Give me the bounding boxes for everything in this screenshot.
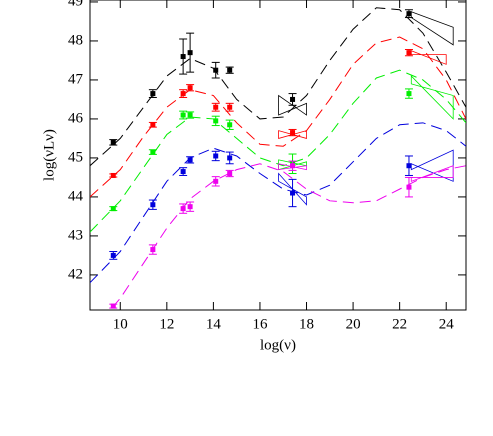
- model-curve: [90, 7, 466, 167]
- x-tick-label: 12: [159, 316, 174, 332]
- x-tick-label: 18: [299, 316, 314, 332]
- y-tick-label: 46: [68, 110, 84, 126]
- bowtie: [278, 130, 307, 139]
- data-point: [290, 130, 296, 136]
- data-point: [227, 67, 233, 73]
- plot-frame: [89, 0, 467, 311]
- data-point: [227, 104, 233, 110]
- x-tick-label: 10: [113, 316, 128, 332]
- data-point: [213, 178, 219, 184]
- data-point: [213, 67, 219, 73]
- data-point: [406, 50, 412, 56]
- data-point: [150, 91, 156, 97]
- bowtie: [278, 94, 307, 116]
- bowtie: [410, 75, 454, 120]
- bowtie: [410, 165, 454, 182]
- data-point: [187, 50, 193, 56]
- data-point: [227, 171, 233, 177]
- data-point: [213, 118, 219, 124]
- x-tick-label: 20: [346, 316, 361, 332]
- bowtie: [278, 172, 307, 206]
- data-point: [406, 91, 412, 97]
- data-point: [406, 11, 412, 17]
- x-axis-label: log(ν): [260, 337, 296, 353]
- bowtie: [410, 149, 454, 182]
- data-point: [110, 172, 116, 178]
- x-tick-label: 22: [392, 316, 407, 332]
- x-tick-label: 14: [206, 316, 222, 332]
- data-point: [150, 122, 156, 128]
- data-point: [150, 149, 156, 155]
- data-point: [213, 104, 219, 110]
- data-point: [406, 163, 412, 169]
- data-point: [406, 184, 412, 190]
- y-tick-label: 45: [68, 149, 83, 165]
- data-point: [180, 169, 186, 175]
- data-point: [187, 204, 193, 210]
- data-point: [187, 85, 193, 91]
- data-point: [110, 139, 116, 145]
- plot-area: [90, 7, 466, 310]
- y-tick-label: 44: [68, 188, 84, 204]
- x-tick-label: 24: [439, 316, 455, 332]
- data-point: [180, 54, 186, 60]
- model-curve: [90, 69, 466, 233]
- data-point: [213, 153, 219, 159]
- y-tick-label: 47: [68, 71, 84, 87]
- model-curve: [90, 36, 466, 198]
- data-point: [187, 112, 193, 118]
- data-point: [110, 303, 116, 309]
- data-point: [290, 96, 296, 102]
- data-point: [290, 190, 296, 196]
- y-tick-label: 42: [68, 266, 83, 282]
- model-curve: [90, 122, 466, 284]
- data-point: [187, 157, 193, 163]
- y-tick-label: 48: [68, 32, 83, 48]
- data-point: [150, 202, 156, 208]
- y-tick-label: 43: [68, 227, 83, 243]
- data-point: [110, 252, 116, 258]
- data-point: [150, 247, 156, 253]
- x-tick-label: 16: [252, 316, 268, 332]
- data-point: [227, 122, 233, 128]
- data-point: [110, 206, 116, 212]
- data-point: [180, 206, 186, 212]
- data-point: [290, 163, 296, 169]
- y-tick-label: 49: [68, 0, 83, 9]
- bowtie: [278, 163, 307, 171]
- y-axis-label: log(νLν): [41, 129, 57, 181]
- bowtie: [410, 50, 447, 65]
- data-point: [180, 112, 186, 118]
- data-point: [227, 155, 233, 161]
- data-point: [180, 91, 186, 97]
